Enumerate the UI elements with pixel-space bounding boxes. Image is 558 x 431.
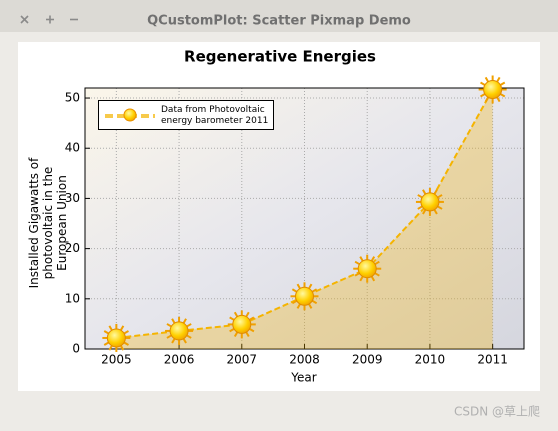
sun-ray [417, 205, 423, 210]
sun-ray [166, 323, 172, 328]
watermark: CSDN @草上爬 [454, 405, 540, 419]
sun-ray [182, 318, 187, 324]
sun-ray [354, 272, 360, 277]
sun-ray [291, 299, 298, 305]
sun-body [169, 321, 189, 341]
sun-ray [186, 323, 192, 328]
x-axis-label: Year [290, 371, 316, 385]
y-tick-label: 10 [65, 291, 80, 305]
sun-ray [370, 256, 376, 262]
sun-ray [484, 76, 490, 83]
sun-ray [359, 256, 364, 262]
sun-ray [484, 96, 490, 103]
y-tick-label: 30 [65, 191, 80, 205]
sun-body [106, 328, 126, 348]
sun-ray [186, 334, 192, 339]
sun-ray [422, 209, 427, 215]
sun-ray [108, 345, 113, 351]
legend: Data from Photovoltaic energy barometer … [98, 100, 274, 130]
plot-frame [84, 87, 525, 350]
sun-ray [308, 303, 313, 309]
sun-ray [229, 328, 235, 333]
plot: 0 10 20 30 40 50 2005 2006 2007 2008 2009 2010 2011 [65, 75, 525, 367]
x-tick-label: 2011 [477, 353, 508, 367]
sun-ray [480, 81, 486, 86]
y-tick-label: 0 [72, 342, 80, 356]
sun-ray [359, 275, 364, 282]
sun-ray [119, 325, 125, 331]
y-tick-label: 20 [65, 241, 80, 255]
sun-ray [171, 318, 176, 324]
sun-ray [437, 205, 443, 210]
sun-ray [311, 288, 318, 293]
sun-ray [354, 260, 360, 266]
area [116, 89, 493, 349]
marker [227, 310, 256, 339]
window-title: QCustomPlot: Scatter Pixmap Demo [147, 14, 411, 29]
sun-ray [291, 288, 298, 293]
x-tick-label: 2007 [227, 353, 258, 367]
sun-ray [374, 260, 380, 266]
sun-ray [119, 345, 125, 351]
sun-ray [496, 96, 501, 103]
x-tick-label: 2009 [352, 353, 383, 367]
sun-body [483, 80, 503, 100]
y-tick-label: 50 [65, 91, 80, 105]
sun-ray [171, 338, 176, 344]
sun-body [357, 259, 377, 279]
sun-ray [249, 316, 255, 321]
sun-ray [374, 272, 380, 277]
sun-ray [496, 76, 501, 83]
sun-ray [422, 189, 427, 195]
marker [478, 75, 507, 104]
y-axis-label: Installed Gigawatts of photovoltaic in t… [27, 157, 69, 289]
sun-ray [233, 331, 239, 338]
sun-ray [245, 331, 250, 338]
sun-body [232, 314, 252, 334]
sun-ray [370, 275, 376, 282]
sun-ray [308, 283, 313, 290]
marker [165, 316, 194, 345]
sun-ray [433, 209, 438, 215]
sun-ray [296, 283, 301, 290]
sun-ray [437, 194, 443, 199]
x-tick-label: 2008 [289, 353, 320, 367]
x-tick-label: 2010 [415, 353, 446, 367]
sun-ray [249, 328, 255, 333]
sun-ray [233, 311, 239, 318]
sun-ray [108, 325, 113, 331]
sun-ray [480, 93, 486, 98]
chart-title: Regenerative Energies [184, 48, 376, 66]
sun-ray [433, 189, 438, 195]
sun-ray [311, 299, 318, 305]
sun-body [295, 286, 314, 306]
sun-ray [499, 93, 506, 98]
title-bar [0, 0, 558, 32]
sun-ray [166, 334, 172, 339]
legend-icon [105, 108, 155, 122]
x-tick-label: 2006 [164, 353, 195, 367]
sun-ray [296, 303, 301, 309]
y-tick-label: 40 [65, 141, 80, 155]
sun-ray [103, 330, 110, 335]
sun-ray [103, 341, 110, 346]
sun-ray [182, 338, 187, 344]
sun-ray [417, 194, 423, 199]
window-buttons[interactable] [20, 15, 78, 24]
sun-ray [229, 316, 235, 321]
sun-ray [123, 341, 129, 346]
sun-ray [499, 81, 506, 86]
marker [290, 282, 319, 311]
sun-ray [123, 330, 129, 335]
legend-label: Data from Photovoltaic energy barometer … [161, 105, 269, 126]
sun-ray [245, 311, 250, 318]
marker [353, 254, 382, 283]
sun-body [420, 192, 440, 212]
x-tick-label: 2005 [101, 353, 132, 367]
marker [102, 323, 131, 352]
marker [415, 187, 444, 216]
